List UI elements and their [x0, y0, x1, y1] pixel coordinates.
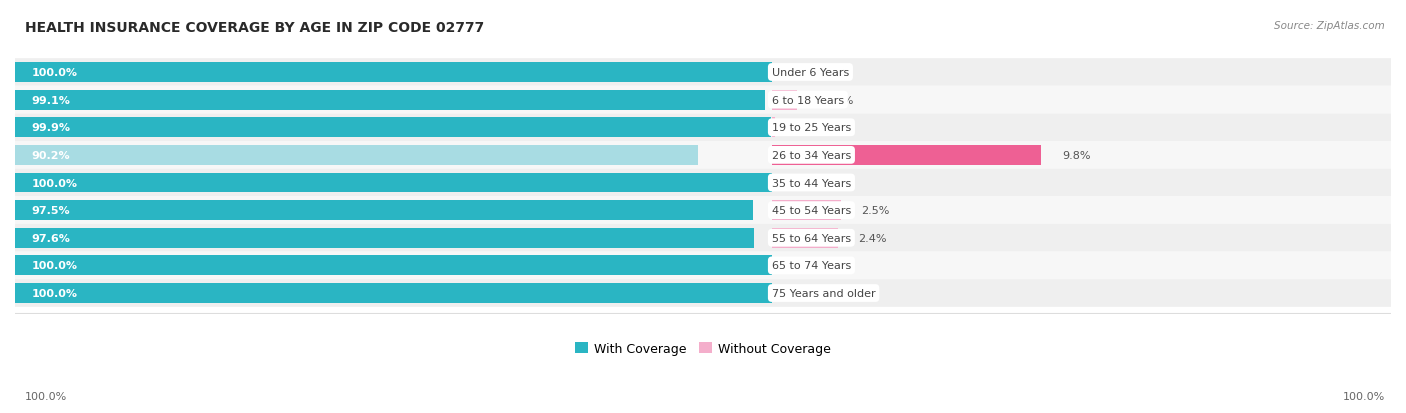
Bar: [15, 256, 772, 275]
Text: 9.8%: 9.8%: [1062, 150, 1091, 161]
Text: 0.0%: 0.0%: [793, 68, 821, 78]
Text: 0.11%: 0.11%: [796, 123, 831, 133]
Text: 75 Years and older: 75 Years and older: [772, 288, 876, 298]
Bar: [15, 173, 772, 193]
FancyBboxPatch shape: [15, 59, 1391, 87]
FancyBboxPatch shape: [15, 142, 1391, 169]
Bar: [772, 145, 1042, 166]
FancyBboxPatch shape: [15, 169, 1391, 197]
Bar: [15, 145, 697, 166]
Bar: [772, 118, 775, 138]
FancyBboxPatch shape: [15, 280, 1391, 307]
Text: 90.2%: 90.2%: [31, 150, 70, 161]
Text: 55 to 64 Years: 55 to 64 Years: [772, 233, 851, 243]
Text: 97.6%: 97.6%: [31, 233, 70, 243]
Text: 0.0%: 0.0%: [793, 261, 821, 271]
Bar: [15, 90, 765, 110]
Text: 100.0%: 100.0%: [31, 178, 77, 188]
Text: 99.9%: 99.9%: [31, 123, 70, 133]
FancyBboxPatch shape: [15, 197, 1391, 224]
Text: 100.0%: 100.0%: [31, 288, 77, 298]
Text: 26 to 34 Years: 26 to 34 Years: [772, 150, 851, 161]
Bar: [772, 201, 841, 221]
Text: Under 6 Years: Under 6 Years: [772, 68, 849, 78]
Text: 99.1%: 99.1%: [31, 95, 70, 105]
Text: Source: ZipAtlas.com: Source: ZipAtlas.com: [1274, 21, 1385, 31]
Text: 2.5%: 2.5%: [862, 206, 890, 216]
Bar: [772, 228, 838, 248]
FancyBboxPatch shape: [15, 114, 1391, 142]
Text: 2.4%: 2.4%: [859, 233, 887, 243]
Text: 35 to 44 Years: 35 to 44 Years: [772, 178, 851, 188]
Bar: [15, 283, 772, 303]
Bar: [15, 118, 770, 138]
Text: HEALTH INSURANCE COVERAGE BY AGE IN ZIP CODE 02777: HEALTH INSURANCE COVERAGE BY AGE IN ZIP …: [25, 21, 485, 35]
Bar: [15, 63, 772, 83]
Text: 97.5%: 97.5%: [31, 206, 70, 216]
Text: 6 to 18 Years: 6 to 18 Years: [772, 95, 844, 105]
Bar: [772, 90, 797, 110]
Text: 0.0%: 0.0%: [793, 178, 821, 188]
FancyBboxPatch shape: [15, 87, 1391, 114]
Text: 19 to 25 Years: 19 to 25 Years: [772, 123, 851, 133]
Text: 45 to 54 Years: 45 to 54 Years: [772, 206, 851, 216]
Text: 0.93%: 0.93%: [818, 95, 853, 105]
FancyBboxPatch shape: [15, 224, 1391, 252]
Text: 100.0%: 100.0%: [31, 68, 77, 78]
Text: 100.0%: 100.0%: [25, 391, 67, 401]
FancyBboxPatch shape: [15, 252, 1391, 280]
Text: 65 to 74 Years: 65 to 74 Years: [772, 261, 851, 271]
Text: 100.0%: 100.0%: [1343, 391, 1385, 401]
Text: 0.0%: 0.0%: [793, 288, 821, 298]
Bar: [15, 201, 752, 221]
Legend: With Coverage, Without Coverage: With Coverage, Without Coverage: [575, 342, 831, 355]
Bar: [15, 228, 754, 248]
Text: 100.0%: 100.0%: [31, 261, 77, 271]
